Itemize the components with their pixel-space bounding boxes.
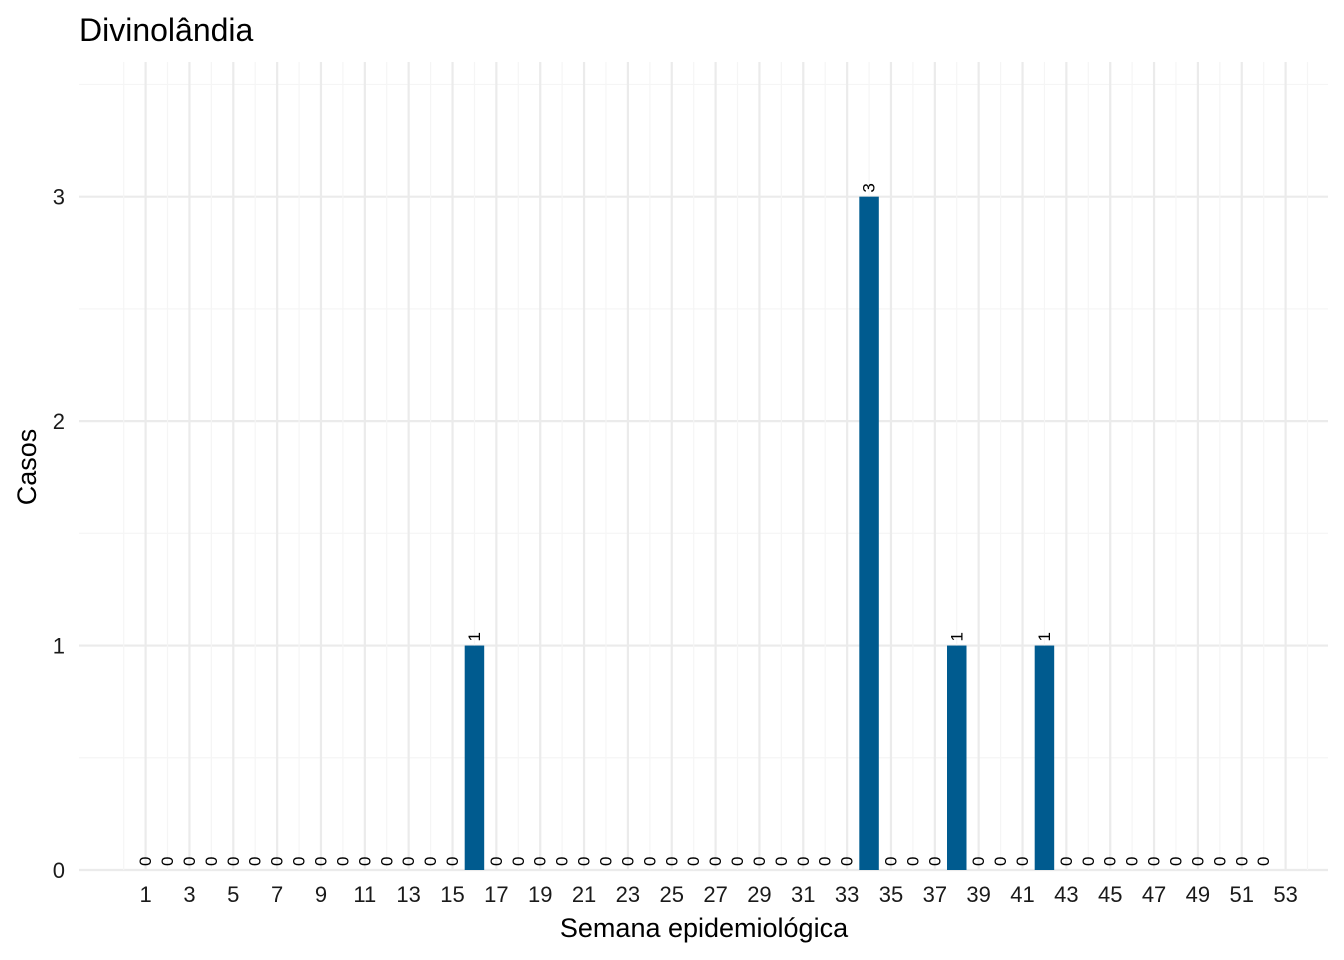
x-tick-label: 27 — [703, 882, 727, 907]
y-axis-label: Casos — [12, 429, 42, 506]
data-label: 0 — [136, 857, 155, 866]
x-tick-label: 13 — [396, 882, 420, 907]
data-labels: 0 0 0 0 0 0 0 0 0 0 0 0 0 0 010 0 0 0 0 0 0 0 0 0 0 0 0 0 0 0 030 0 010 0… — [136, 183, 1273, 866]
data-label: 0 — [969, 857, 988, 866]
bars — [464, 196, 1055, 870]
bar — [947, 645, 967, 870]
x-tick-label: 33 — [835, 882, 859, 907]
data-label: 0 — [333, 857, 352, 866]
bar — [859, 196, 879, 870]
data-label: 0 — [553, 857, 572, 866]
x-tick-label: 45 — [1098, 882, 1122, 907]
x-tick-label: 35 — [879, 882, 903, 907]
data-label: 0 — [925, 857, 944, 866]
x-tick-label: 53 — [1273, 882, 1297, 907]
x-tick-label: 15 — [440, 882, 464, 907]
x-tick-label: 51 — [1230, 882, 1254, 907]
x-tick-label: 5 — [227, 882, 239, 907]
y-tick-label: 0 — [53, 858, 65, 883]
x-tick-label: 47 — [1142, 882, 1166, 907]
data-label: 0 — [640, 857, 659, 866]
x-tick-label: 43 — [1054, 882, 1078, 907]
data-label: 0 — [750, 857, 769, 866]
data-label: 0 — [684, 857, 703, 866]
data-label: 1 — [1035, 632, 1054, 641]
data-label: 0 — [443, 857, 462, 866]
x-tick-label: 31 — [791, 882, 815, 907]
data-label: 0 — [377, 857, 396, 866]
data-label: 0 — [487, 857, 506, 866]
bar — [1034, 645, 1055, 870]
data-label: 0 — [1057, 857, 1076, 866]
data-label: 0 — [311, 857, 330, 866]
data-label: 0 — [662, 857, 681, 866]
x-tick-label: 29 — [747, 882, 771, 907]
data-label: 0 — [268, 857, 287, 866]
data-label: 1 — [947, 632, 966, 641]
data-label: 0 — [224, 857, 243, 866]
data-label: 0 — [1013, 857, 1032, 866]
x-tick-label: 21 — [572, 882, 596, 907]
data-label: 0 — [728, 857, 747, 866]
grid — [79, 62, 1328, 872]
x-tick-label: 7 — [271, 882, 283, 907]
data-label: 0 — [158, 857, 177, 866]
data-label: 1 — [465, 632, 484, 641]
data-label: 0 — [509, 857, 528, 866]
x-tick-label: 1 — [139, 882, 151, 907]
data-label: 0 — [618, 857, 637, 866]
data-label: 0 — [246, 857, 265, 866]
data-label: 0 — [794, 857, 813, 866]
data-label: 0 — [180, 857, 199, 866]
x-tick-label: 3 — [183, 882, 195, 907]
data-label: 0 — [575, 857, 594, 866]
data-label: 0 — [1145, 857, 1164, 866]
x-tick-label: 23 — [616, 882, 640, 907]
x-tick-label: 25 — [660, 882, 684, 907]
data-label: 0 — [772, 857, 791, 866]
data-label: 0 — [816, 857, 835, 866]
data-label: 0 — [1079, 857, 1098, 866]
data-label: 0 — [1123, 857, 1142, 866]
data-label: 0 — [903, 857, 922, 866]
chart-title: Divinolândia — [79, 12, 254, 48]
data-label: 0 — [1101, 857, 1120, 866]
data-label: 0 — [991, 857, 1010, 866]
x-tick-label: 41 — [1010, 882, 1034, 907]
y-tick-label: 3 — [53, 185, 65, 210]
data-label: 0 — [421, 857, 440, 866]
x-axis-ticks: 1 3 5 7 9 11 13 15 17 19 21 23 25 27 29 31 33 35 37 39 41 43 4… — [139, 882, 1297, 907]
data-label: 0 — [399, 857, 418, 866]
x-tick-label: 19 — [528, 882, 552, 907]
data-label: 3 — [860, 183, 879, 192]
x-tick-label: 17 — [484, 882, 508, 907]
data-label: 0 — [706, 857, 725, 866]
x-tick-label: 39 — [966, 882, 990, 907]
data-label: 0 — [1232, 857, 1251, 866]
data-label: 0 — [1166, 857, 1185, 866]
data-label: 0 — [202, 857, 221, 866]
y-tick-label: 2 — [53, 409, 65, 434]
x-tick-label: 11 — [353, 882, 376, 907]
x-tick-label: 49 — [1186, 882, 1210, 907]
data-label: 0 — [881, 857, 900, 866]
x-tick-label: 9 — [315, 882, 327, 907]
x-axis-label: Semana epidemiológica — [560, 913, 849, 943]
data-label: 0 — [355, 857, 374, 866]
bar — [464, 645, 485, 870]
data-label: 0 — [838, 857, 857, 866]
data-label: 0 — [1210, 857, 1229, 866]
x-tick-label: 37 — [923, 882, 947, 907]
data-label: 0 — [290, 857, 309, 866]
data-label: 0 — [531, 857, 550, 866]
y-axis-ticks: 0 1 2 3 — [53, 185, 65, 883]
data-label: 0 — [1254, 857, 1273, 866]
data-label: 0 — [596, 857, 615, 866]
data-label: 0 — [1188, 857, 1207, 866]
y-tick-label: 1 — [53, 634, 65, 659]
